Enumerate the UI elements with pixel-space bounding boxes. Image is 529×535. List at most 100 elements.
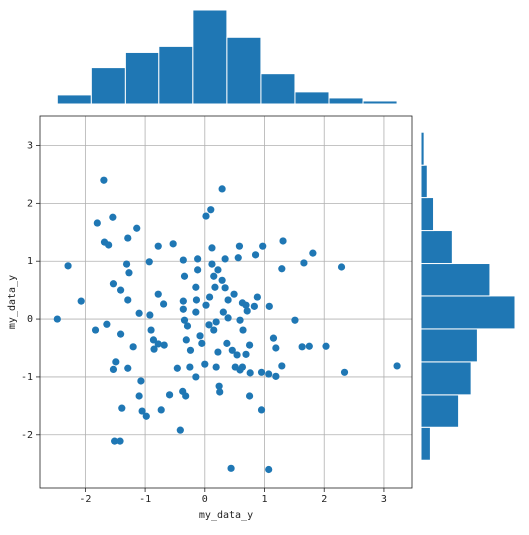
- point: [180, 316, 189, 324]
- point: [196, 332, 204, 340]
- x-tick-label: 3: [381, 494, 387, 505]
- point: [340, 368, 349, 376]
- point: [93, 219, 101, 227]
- point: [208, 260, 216, 268]
- point: [194, 255, 202, 263]
- point: [124, 296, 132, 304]
- histogram-bar: [420, 394, 460, 428]
- point: [257, 368, 266, 376]
- point: [183, 322, 192, 330]
- point: [245, 392, 254, 400]
- point: [337, 263, 346, 271]
- point: [124, 364, 132, 372]
- point: [77, 297, 85, 305]
- point: [116, 437, 124, 445]
- point: [236, 316, 244, 324]
- point: [179, 297, 187, 305]
- histogram-bar: [192, 9, 228, 105]
- point: [208, 244, 216, 252]
- point: [91, 326, 100, 334]
- point: [147, 326, 155, 334]
- point: [142, 412, 150, 420]
- point: [230, 290, 238, 298]
- point: [64, 262, 72, 270]
- point: [298, 343, 306, 351]
- point: [305, 342, 313, 350]
- histogram-bar: [420, 295, 516, 330]
- point: [216, 388, 224, 396]
- point: [53, 315, 61, 323]
- point: [192, 373, 200, 381]
- point: [133, 224, 141, 232]
- point: [169, 240, 177, 248]
- x-tick-label: 1: [261, 494, 267, 505]
- point: [223, 339, 231, 347]
- point: [257, 406, 266, 414]
- point: [186, 363, 194, 371]
- point: [205, 293, 214, 301]
- point: [221, 284, 229, 292]
- point: [224, 296, 232, 304]
- point: [239, 326, 247, 334]
- point: [221, 255, 229, 263]
- point: [165, 391, 174, 399]
- y-axis-label: my_data_y: [7, 275, 18, 329]
- histogram-bar: [328, 97, 364, 105]
- point: [122, 260, 131, 268]
- point: [109, 280, 118, 288]
- point: [160, 341, 168, 349]
- point: [250, 302, 258, 310]
- point: [218, 276, 226, 284]
- point: [135, 392, 143, 400]
- point: [269, 334, 278, 342]
- point: [111, 437, 119, 445]
- point: [109, 365, 118, 373]
- point: [117, 330, 125, 338]
- point: [129, 343, 137, 351]
- point: [179, 305, 187, 313]
- point: [201, 360, 209, 368]
- histogram-bar: [420, 361, 472, 396]
- histogram-bar: [420, 164, 428, 199]
- point: [265, 370, 273, 378]
- point: [207, 206, 215, 214]
- point: [125, 269, 133, 277]
- y-tick-label: 0: [27, 314, 33, 325]
- histogram-bar: [420, 131, 425, 166]
- point: [160, 300, 168, 308]
- point: [149, 336, 158, 344]
- point: [202, 212, 210, 220]
- point: [138, 407, 146, 415]
- point: [173, 364, 181, 372]
- point: [182, 336, 190, 344]
- point: [192, 283, 200, 291]
- point: [242, 350, 250, 358]
- point: [278, 362, 286, 370]
- point: [265, 302, 273, 310]
- point: [176, 426, 184, 434]
- point: [180, 272, 189, 280]
- y-tick-label: 2: [27, 198, 33, 209]
- point: [150, 345, 158, 353]
- histogram-bar: [420, 230, 453, 265]
- histogram-bar: [420, 197, 435, 232]
- point: [227, 464, 235, 472]
- point: [117, 286, 125, 294]
- point: [198, 339, 206, 347]
- point: [154, 242, 162, 250]
- histogram-bar: [90, 67, 126, 105]
- point: [124, 234, 132, 242]
- point: [205, 321, 213, 329]
- point: [219, 308, 227, 316]
- point: [194, 266, 202, 274]
- point: [322, 342, 330, 350]
- point: [192, 296, 201, 304]
- point: [109, 213, 117, 221]
- histogram-bar: [294, 91, 330, 105]
- histogram-bar: [420, 263, 491, 297]
- point: [291, 316, 299, 324]
- point: [234, 254, 242, 262]
- histogram-bar: [420, 426, 431, 461]
- point: [182, 392, 190, 400]
